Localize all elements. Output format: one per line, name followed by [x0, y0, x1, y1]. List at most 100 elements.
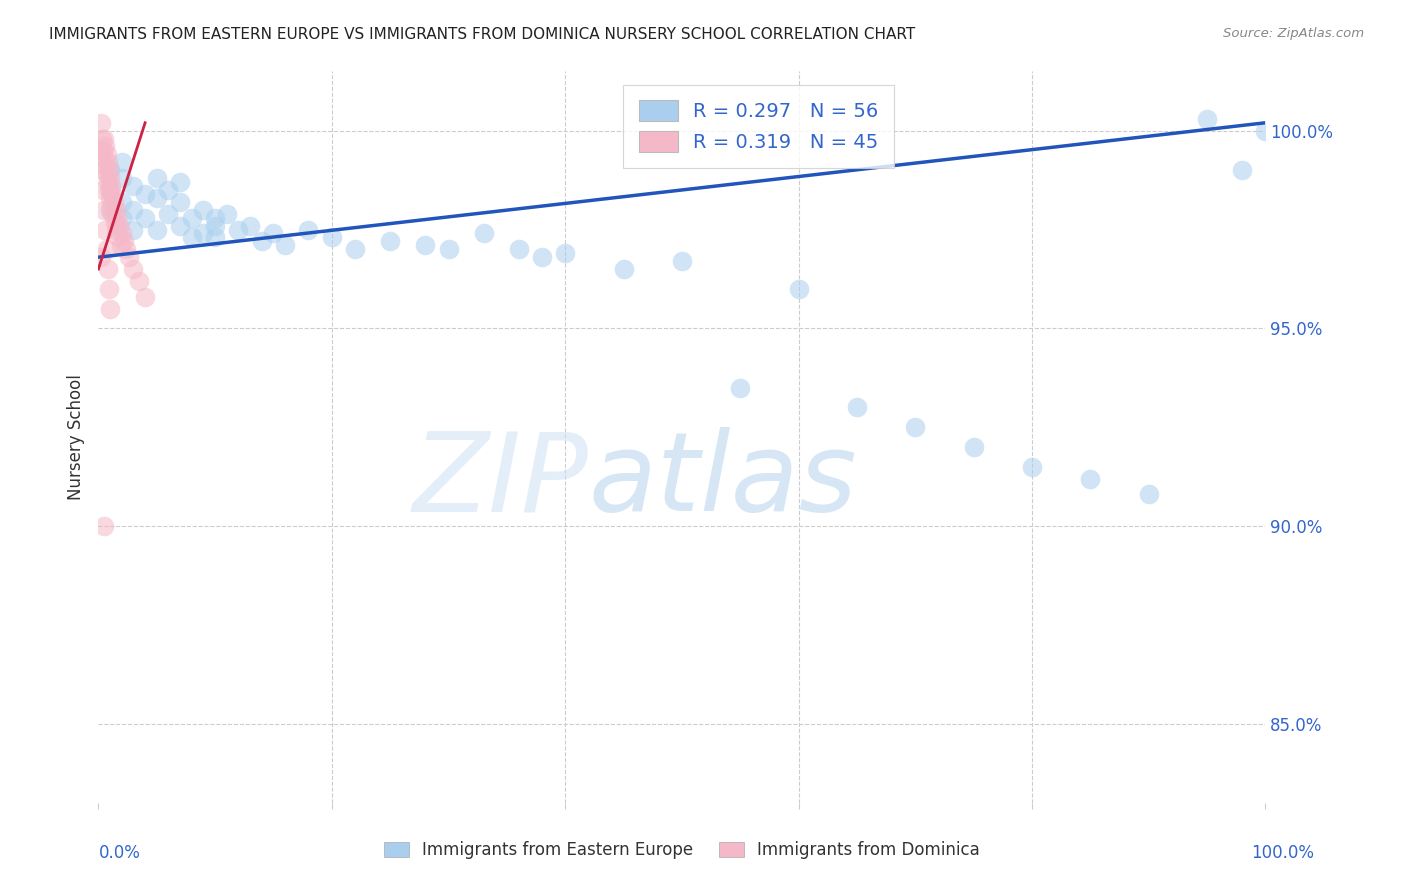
- Point: [508, 242, 530, 256]
- Point: [97, 163, 120, 178]
- Point: [122, 179, 145, 194]
- Text: atlas: atlas: [589, 427, 858, 534]
- Point: [100, 199, 122, 213]
- Point: [204, 219, 226, 233]
- Legend: R = 0.297   N = 56, R = 0.319   N = 45: R = 0.297 N = 56, R = 0.319 N = 45: [623, 85, 894, 168]
- Point: [787, 282, 810, 296]
- Text: Source: ZipAtlas.com: Source: ZipAtlas.com: [1223, 27, 1364, 40]
- Point: [111, 194, 134, 209]
- Point: [228, 222, 250, 236]
- Point: [472, 227, 495, 241]
- Point: [846, 401, 869, 415]
- Y-axis label: Nursery School: Nursery School: [66, 374, 84, 500]
- Point: [530, 250, 553, 264]
- Point: [1195, 112, 1218, 126]
- Point: [904, 420, 927, 434]
- Point: [96, 242, 118, 256]
- Point: [193, 227, 215, 241]
- Point: [1021, 459, 1043, 474]
- Point: [111, 171, 134, 186]
- Point: [104, 214, 127, 228]
- Point: [108, 219, 131, 233]
- Point: [193, 202, 215, 217]
- Point: [90, 144, 112, 158]
- Point: [250, 235, 273, 249]
- Point: [297, 222, 319, 236]
- Point: [97, 183, 120, 197]
- Point: [107, 230, 129, 244]
- Point: [94, 222, 117, 236]
- Point: [97, 175, 120, 189]
- Point: [157, 207, 180, 221]
- Point: [262, 227, 284, 241]
- Point: [111, 155, 134, 169]
- Point: [97, 282, 120, 296]
- Point: [101, 186, 124, 201]
- Point: [93, 519, 115, 533]
- Point: [103, 194, 125, 209]
- Text: 100.0%: 100.0%: [1251, 844, 1315, 862]
- Text: IMMIGRANTS FROM EASTERN EUROPE VS IMMIGRANTS FROM DOMINICA NURSERY SCHOOL CORREL: IMMIGRANTS FROM EASTERN EUROPE VS IMMIGR…: [49, 27, 915, 42]
- Point: [97, 262, 120, 277]
- Point: [100, 179, 122, 194]
- Point: [96, 167, 118, 181]
- Point: [110, 238, 132, 252]
- Point: [413, 238, 436, 252]
- Point: [1137, 487, 1160, 501]
- Point: [1230, 163, 1253, 178]
- Point: [98, 171, 121, 186]
- Point: [146, 191, 169, 205]
- Point: [180, 230, 202, 244]
- Point: [112, 235, 135, 249]
- Point: [157, 183, 180, 197]
- Point: [90, 116, 112, 130]
- Point: [146, 171, 169, 186]
- Point: [437, 242, 460, 256]
- Point: [98, 301, 121, 316]
- Point: [91, 144, 114, 158]
- Point: [134, 186, 156, 201]
- Point: [98, 163, 121, 178]
- Point: [215, 207, 238, 221]
- Point: [96, 147, 118, 161]
- Point: [122, 202, 145, 217]
- Point: [180, 211, 202, 225]
- Point: [554, 246, 576, 260]
- Point: [94, 139, 117, 153]
- Point: [90, 131, 112, 145]
- Point: [169, 219, 191, 233]
- Point: [90, 250, 112, 264]
- Point: [613, 262, 636, 277]
- Point: [93, 202, 115, 217]
- Point: [1080, 472, 1102, 486]
- Point: [115, 242, 138, 256]
- Point: [1254, 123, 1277, 137]
- Point: [118, 250, 141, 264]
- Point: [111, 227, 134, 241]
- Point: [90, 163, 112, 178]
- Point: [98, 183, 121, 197]
- Point: [91, 183, 114, 197]
- Point: [671, 254, 693, 268]
- Point: [97, 155, 120, 169]
- Point: [344, 242, 367, 256]
- Point: [111, 211, 134, 225]
- Point: [122, 222, 145, 236]
- Point: [104, 202, 127, 217]
- Point: [239, 219, 262, 233]
- Point: [169, 194, 191, 209]
- Point: [93, 131, 115, 145]
- Point: [146, 222, 169, 236]
- Point: [98, 202, 121, 217]
- Point: [93, 152, 115, 166]
- Point: [169, 175, 191, 189]
- Point: [321, 230, 343, 244]
- Point: [98, 191, 121, 205]
- Point: [134, 211, 156, 225]
- Text: ZIP: ZIP: [413, 427, 589, 534]
- Point: [94, 159, 117, 173]
- Point: [204, 211, 226, 225]
- Point: [204, 230, 226, 244]
- Text: 0.0%: 0.0%: [98, 844, 141, 862]
- Point: [101, 207, 124, 221]
